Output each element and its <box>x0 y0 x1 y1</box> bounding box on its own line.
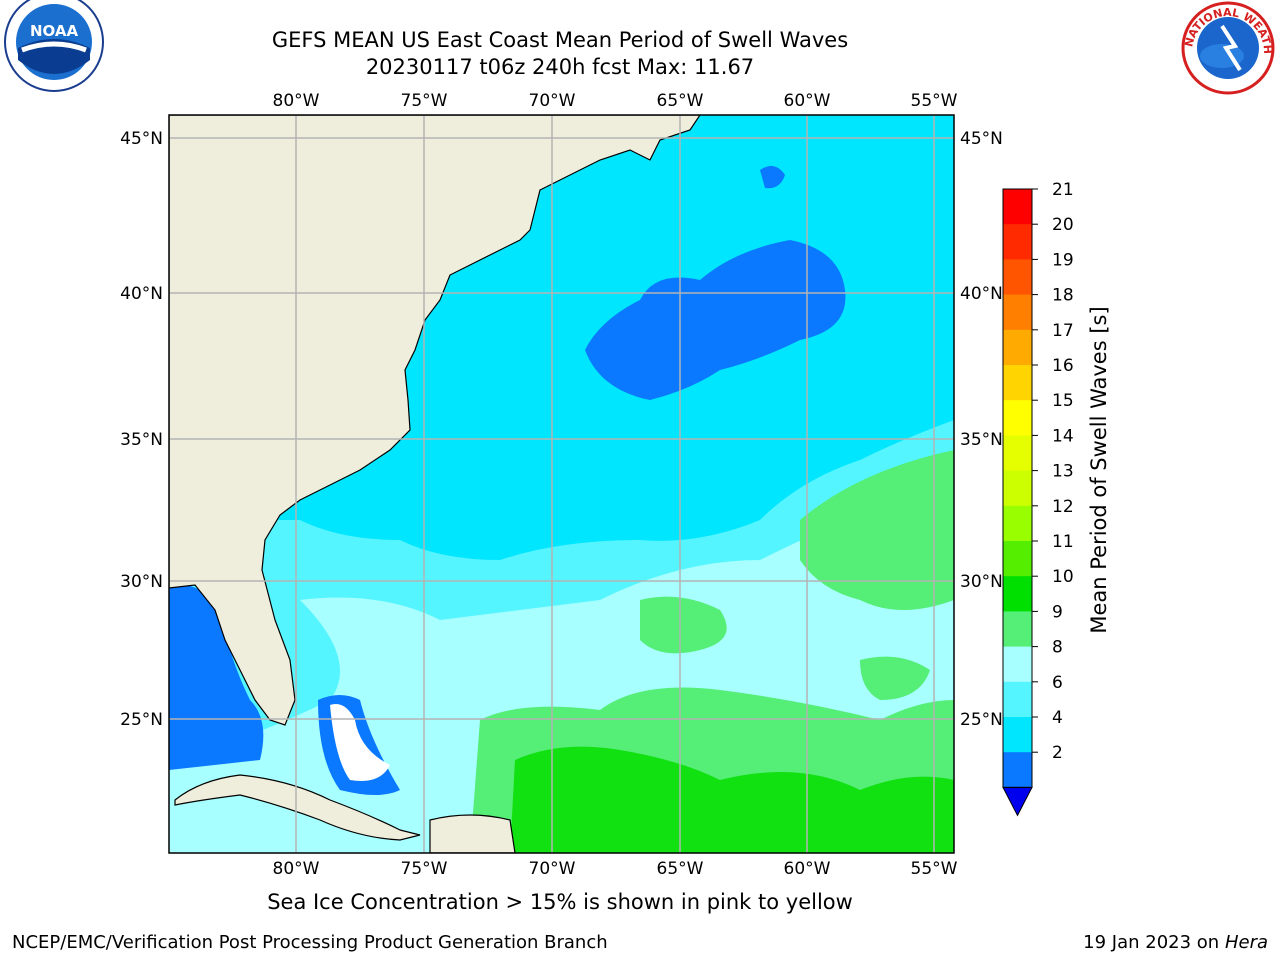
colorbar-segment <box>1003 646 1032 683</box>
lon-label-bottom: 60°W <box>784 859 831 879</box>
colorbar-tick-label: 11 <box>1052 532 1074 552</box>
svg-text:NATIONAL WEATHER SERVICE: NATIONAL WEATHER SERVICE <box>0 0 1274 54</box>
colorbar-segment <box>1003 189 1032 225</box>
lat-label-left: 30°N <box>120 572 163 592</box>
lon-label-bottom: 65°W <box>657 859 704 879</box>
colorbar-tick-label: 4 <box>1052 708 1063 728</box>
run-date-text: 19 Jan 2023 on <box>1083 932 1220 953</box>
run-date: 19 Jan 2023 on Hera <box>1083 932 1268 953</box>
ocean-band-2-4-patch <box>760 166 785 189</box>
colorbar-tick-label: 8 <box>1052 638 1063 658</box>
colorbar-tick-label: 2 <box>1052 743 1063 763</box>
colorbar-tick-label: 14 <box>1052 426 1074 446</box>
colorbar-tick-label: 17 <box>1052 321 1074 341</box>
lat-label-left: 45°N <box>120 129 163 149</box>
colorbar-segment <box>1003 541 1032 577</box>
lat-label-right: 25°N <box>960 710 1003 730</box>
colorbar-tick-label: 9 <box>1052 602 1063 622</box>
colorbar-segment <box>1003 329 1032 366</box>
ocean-band-9-10-ne <box>800 450 954 610</box>
ocean-band-9-10-patch <box>640 596 727 654</box>
colorbar-tick-label: 16 <box>1052 356 1074 376</box>
map-title: GEFS MEAN US East Coast Mean Period of S… <box>271 28 849 52</box>
colorbar-segment <box>1003 717 1032 753</box>
lat-label-left: 25°N <box>120 710 163 730</box>
lat-label-left: 35°N <box>120 430 163 450</box>
colorbar-tick-label: 6 <box>1052 673 1063 693</box>
colorbar-tick-label: 18 <box>1052 286 1074 306</box>
graticule <box>169 115 954 853</box>
colorbar-label: Mean Period of Swell Waves [s] <box>1087 306 1111 633</box>
ocean-band-10-11 <box>510 746 954 853</box>
sea-ice-caption: Sea Ice Concentration > 15% is shown in … <box>267 890 853 914</box>
run-host: Hera <box>1224 932 1268 953</box>
colorbar-tick-label: 13 <box>1052 462 1074 482</box>
lon-label-top: 75°W <box>401 91 448 111</box>
colorbar-segment <box>1003 400 1032 436</box>
lat-label-left: 40°N <box>120 284 163 304</box>
lat-label-right: 35°N <box>960 430 1003 450</box>
colorbar-frame <box>1002 188 1033 788</box>
ocean-band-2-4-gulf <box>169 584 264 770</box>
lon-label-top: 70°W <box>529 91 576 111</box>
colorbar-segment <box>1003 611 1032 648</box>
colorbar-segment <box>1003 435 1032 472</box>
noaa-logo-text: NOAA <box>30 22 79 40</box>
land-cuba <box>174 774 421 841</box>
lon-label-bottom: 75°W <box>401 859 448 879</box>
colorbar-segment <box>1003 505 1032 542</box>
colorbar-segment <box>1003 576 1032 612</box>
lon-label-top: 80°W <box>273 91 320 111</box>
colorbar-tick-label: 10 <box>1052 567 1074 587</box>
colorbar-tick-label: 12 <box>1052 497 1074 517</box>
land-north-america <box>169 115 701 726</box>
lon-label-bottom: 55°W <box>911 859 958 879</box>
colorbar-segment <box>1003 470 1032 507</box>
ocean-band-9-10-patch-2 <box>860 656 930 700</box>
bahamas-shelf <box>330 704 390 781</box>
lat-label-right: 30°N <box>960 572 1003 592</box>
map-area <box>169 115 954 853</box>
ocean-band-2-4-central <box>585 240 846 400</box>
colorbar-segment <box>1003 259 1032 296</box>
lon-label-top: 55°W <box>911 91 958 111</box>
colorbar-tick-label: 19 <box>1052 250 1074 270</box>
nws-logo-text: NATIONAL WEATHER SERVICE <box>0 0 1274 54</box>
colorbar-segment <box>1003 681 1032 718</box>
colorbar: 21 20 19 18 17 16 15 14 13 12 11 10 9 8 6 4 2 <box>1002 180 1074 817</box>
lon-label-top: 65°W <box>657 91 704 111</box>
colorbar-segment <box>1003 752 1032 788</box>
colorbar-under-triangle <box>1002 786 1033 817</box>
colorbar-segment <box>1003 294 1032 331</box>
lon-label-bottom: 80°W <box>273 859 320 879</box>
nws-logo-icon: NATIONAL WEATHER SERVICE <box>0 0 1275 95</box>
map-subtitle: 20230117 t06z 240h fcst Max: 11.67 <box>365 55 755 79</box>
colorbar-tick-label: 15 <box>1052 391 1074 411</box>
lat-label-right: 40°N <box>960 284 1003 304</box>
map-frame <box>168 114 955 854</box>
lat-label-right: 45°N <box>960 129 1003 149</box>
producer-credit: NCEP/EMC/Verification Post Processing Pr… <box>12 932 608 953</box>
colorbar-tick-label: 20 <box>1052 215 1074 235</box>
colorbar-segment <box>1003 224 1032 260</box>
lon-label-top: 60°W <box>784 91 831 111</box>
colorbar-segment <box>1003 365 1032 401</box>
noaa-logo-icon: NOAA <box>4 0 104 92</box>
lon-label-bottom: 70°W <box>529 859 576 879</box>
land-hispaniola <box>429 814 516 853</box>
colorbar-tick-label: 21 <box>1052 180 1074 200</box>
